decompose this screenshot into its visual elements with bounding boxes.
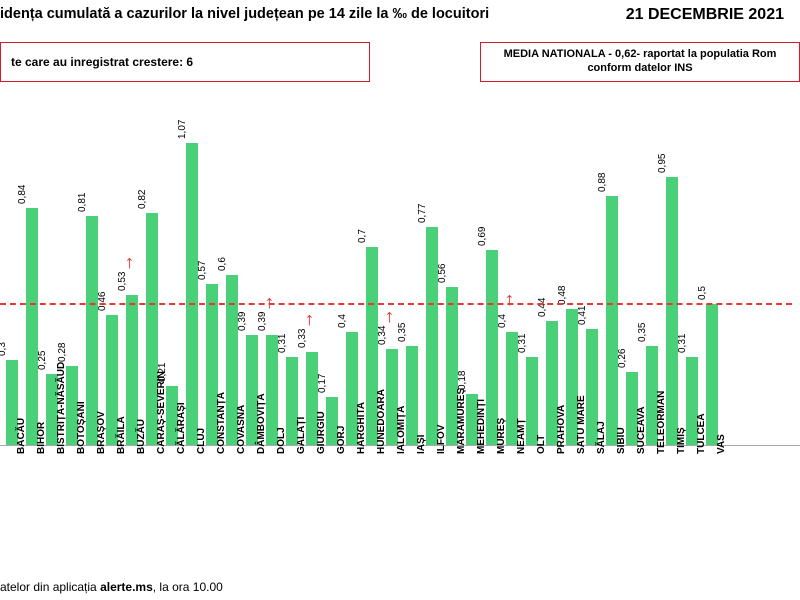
- x-axis-label: IAȘI: [416, 435, 427, 454]
- bar-value-label: 0,44: [537, 297, 548, 316]
- source-note: atelor din aplicația alerte.ms, la ora 1…: [0, 580, 223, 594]
- increase-arrow-icon: ↑: [304, 310, 315, 328]
- plot-area: 0,30,840,250,280,810,460,53↑0,820,211,07…: [0, 120, 800, 446]
- x-axis-label: CĂLĂRAȘI: [176, 402, 187, 454]
- x-axis-label: SUCEAVA: [636, 407, 647, 454]
- bar-value-label: 0,25: [37, 351, 48, 370]
- bar-value-label: 0,46: [97, 292, 108, 311]
- bar-value-label: 0,88: [597, 173, 608, 192]
- bar-value-label: 0,56: [437, 263, 448, 282]
- x-axis-label: BIHOR: [36, 422, 47, 454]
- x-axis-label: PRAHOVA: [556, 405, 567, 454]
- x-axis-label: GALAȚI: [296, 417, 307, 454]
- bar-value-label: 0,95: [657, 153, 668, 172]
- bar-value-label: 0,31: [277, 334, 288, 353]
- bar-value-label: 0,35: [637, 323, 648, 342]
- bar-value-label: 0,31: [517, 334, 528, 353]
- x-axis-label: SATU MARE: [576, 395, 587, 454]
- x-axis-label: COVASNA: [236, 405, 247, 454]
- bar-value-label: 0,81: [77, 193, 88, 212]
- x-axis-label: TELEORMAN: [656, 391, 667, 454]
- bar: [666, 177, 678, 445]
- increase-arrow-icon: ↑: [124, 253, 135, 271]
- x-axis-label: TULCEA: [696, 413, 707, 454]
- x-axis-label: BRĂILA: [116, 416, 127, 454]
- bar-value-label: 0,4: [497, 314, 508, 328]
- bar-value-label: 0,82: [137, 190, 148, 209]
- x-axis-label: GIURGIU: [316, 411, 327, 454]
- increase-arrow-icon: ↑: [504, 290, 515, 308]
- source-prefix: atelor din aplicația: [0, 580, 100, 594]
- bar: [526, 357, 538, 445]
- x-axis-label: CONSTANȚA: [216, 392, 227, 454]
- national-average-line1: MEDIA NATIONALA - 0,62- raportat la popu…: [504, 48, 777, 62]
- x-axis-label: MARAMUREȘ: [456, 388, 467, 454]
- source-suffix: , la ora 10.00: [153, 580, 223, 594]
- bar-value-label: 0,69: [477, 227, 488, 246]
- source-app: alerte.ms: [100, 580, 153, 594]
- bar-value-label: 0,5: [697, 286, 708, 300]
- x-axis-label: NEAMȚ: [516, 418, 527, 454]
- x-axis-labels: BACĂUBIHORBISTRIȚA-NĂSĂUDBOTOȘANIBRAȘOVB…: [0, 450, 800, 560]
- bar: [186, 143, 198, 445]
- bar: [706, 304, 718, 445]
- national-average-box: MEDIA NATIONALA - 0,62- raportat la popu…: [480, 42, 800, 82]
- bar: [406, 346, 418, 445]
- x-axis-label: VAS: [716, 434, 727, 454]
- bar-value-label: 0,34: [377, 325, 388, 344]
- bar-value-label: 0,35: [397, 323, 408, 342]
- x-axis-label: BRAȘOV: [96, 411, 107, 454]
- incidence-chart: 0,30,840,250,280,810,460,53↑0,820,211,07…: [0, 120, 800, 560]
- x-axis-label: TIMIȘ: [676, 427, 687, 454]
- bar-value-label: 0,33: [297, 328, 308, 347]
- x-axis-label: DÂMBOVIȚA: [256, 393, 267, 454]
- increasing-counties-box: te care au inregistrat crestere: 6: [0, 42, 370, 82]
- x-axis-label: OLT: [536, 435, 547, 454]
- x-axis-label: BISTRIȚA-NĂSĂUD: [56, 362, 67, 454]
- x-axis-label: SĂLAJ: [596, 421, 607, 454]
- bar: [486, 250, 498, 445]
- bar-value-label: 0,41: [577, 306, 588, 325]
- x-axis-label: MEHEDINȚI: [476, 399, 487, 454]
- bar-value-label: 0,7: [357, 229, 368, 243]
- bar: [26, 208, 38, 445]
- bar-value-label: 0,53: [117, 272, 128, 291]
- bar-value-label: 1,07: [177, 120, 188, 139]
- bar-value-label: 0,26: [617, 348, 628, 367]
- x-axis-label: BUZĂU: [136, 419, 147, 454]
- x-axis-label: IALOMIȚA: [396, 406, 407, 454]
- bar-value-label: 0,28: [57, 342, 68, 361]
- bar-value-label: 0,39: [237, 311, 248, 330]
- x-axis-label: HARGHITA: [356, 402, 367, 454]
- x-axis-label: ILFOV: [436, 425, 447, 454]
- x-axis-label: MUREȘ: [496, 418, 507, 454]
- x-axis-label: HUNEDOARA: [376, 389, 387, 454]
- national-average-line2: conform datelor INS: [504, 62, 777, 76]
- x-axis-label: DOLJ: [276, 427, 287, 454]
- bar-value-label: 0,57: [197, 260, 208, 279]
- bar-value-label: 0,17: [317, 374, 328, 393]
- bar: [426, 227, 438, 445]
- x-axis-label: BOTOȘANI: [76, 401, 87, 454]
- page-title: idența cumulată a cazurilor la nivel jud…: [0, 6, 489, 22]
- bar-value-label: 0,84: [17, 184, 28, 203]
- increase-arrow-icon: ↑: [384, 307, 395, 325]
- bar-value-label: 0,77: [417, 204, 428, 223]
- bar-value-label: 0,4: [337, 314, 348, 328]
- bar-value-label: 0,6: [217, 258, 228, 272]
- x-axis-label: GORJ: [336, 426, 347, 454]
- bar-value-label: 0,3: [0, 342, 8, 356]
- reference-line: [0, 303, 792, 305]
- date-label: 21 DECEMBRIE 2021: [626, 6, 784, 24]
- increasing-counties-text: te care au inregistrat crestere: 6: [11, 55, 193, 69]
- bar-value-label: 0,39: [257, 311, 268, 330]
- bar-value-label: 0,31: [677, 334, 688, 353]
- bar: [606, 196, 618, 445]
- x-axis-label: CARAȘ-SEVERIN: [156, 371, 167, 454]
- x-axis-label: BACĂU: [16, 418, 27, 454]
- x-axis-label: CLUJ: [196, 428, 207, 454]
- x-axis-label: SIBIU: [616, 427, 627, 454]
